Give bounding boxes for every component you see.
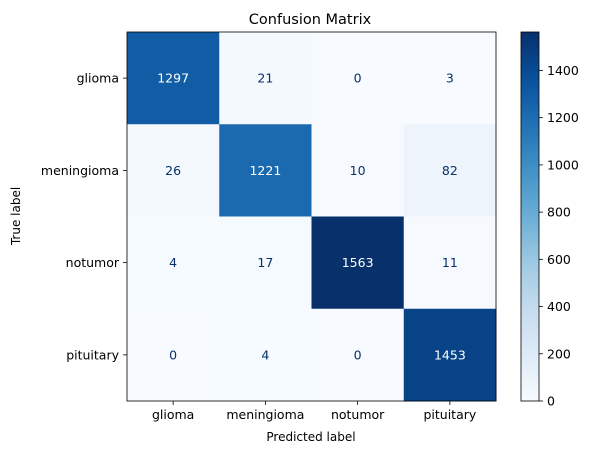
x-axis: glioma meningioma notumor pituitary (152, 401, 477, 422)
heatmap-cell (403, 124, 497, 217)
heatmap-cell (127, 216, 220, 310)
cell-value-label: 1453 (434, 347, 466, 362)
heatmap-cell (219, 308, 312, 402)
heatmap-cell (219, 124, 312, 217)
cell-value-label: 1297 (157, 71, 189, 86)
chart-title: Confusion Matrix (249, 12, 372, 28)
heatmap-cell (219, 216, 312, 310)
cell-value-label: 21 (257, 71, 273, 86)
x-axis-label: Predicted label (266, 430, 355, 444)
colorbar-tick-label: 1000 (547, 157, 579, 172)
x-tick-label: pituitary (423, 407, 476, 422)
heatmap-cell (311, 308, 405, 402)
heatmap-cell (219, 32, 312, 125)
colorbar-tick-label: 200 (547, 346, 571, 361)
cell-value-label: 82 (442, 163, 458, 178)
cell-value-label: 11 (442, 255, 458, 270)
heatmap-cell (127, 308, 220, 402)
heatmap-cell (127, 124, 220, 217)
heatmap-cell (403, 216, 497, 310)
y-tick-label: meningioma (41, 163, 119, 178)
colorbar-tick-label: 600 (547, 252, 571, 267)
cell-value-label: 17 (257, 255, 273, 270)
y-axis: glioma meningioma notumor pituitary (41, 71, 127, 362)
cell-value-label: 4 (169, 255, 177, 270)
cell-value-label: 26 (165, 163, 181, 178)
y-tick-label: pituitary (66, 347, 119, 362)
heatmap-cell (403, 32, 497, 125)
cell-value-label: 0 (354, 71, 362, 86)
y-tick-label: glioma (77, 71, 119, 86)
cell-value-label: 4 (261, 347, 269, 362)
colorbar: 0 200 400 600 800 1000 1200 1400 (520, 31, 579, 409)
heatmap-cell (403, 308, 497, 402)
y-tick-label: notumor (66, 255, 120, 270)
x-tick-label: meningioma (226, 407, 304, 422)
x-tick-label: notumor (331, 407, 385, 422)
cell-value-label: 0 (354, 347, 362, 362)
cell-value-label: 1563 (342, 255, 374, 270)
colorbar-tick-label: 1400 (547, 63, 579, 78)
heatmap-cell (311, 32, 405, 125)
cell-value-label: 3 (446, 71, 454, 86)
heatmap-cell (127, 32, 220, 125)
colorbar-tick-label: 800 (547, 205, 571, 220)
y-axis-label: True label (9, 187, 23, 246)
colorbar-tick-label: 1200 (547, 110, 579, 125)
colorbar-tick-label: 0 (547, 394, 555, 409)
cell-value-label: 10 (350, 163, 366, 178)
x-tick-label: glioma (152, 407, 194, 422)
heatmap-cell (311, 216, 405, 310)
heatmap-cell (311, 124, 405, 217)
cell-value-label: 1221 (249, 163, 281, 178)
cell-value-label: 0 (169, 347, 177, 362)
heatmap-cells: 1297 21 0 3 26 1221 10 82 4 17 1563 11 0 4 0 1453 (127, 32, 497, 402)
plot-frame (126, 31, 497, 402)
colorbar-gradient (520, 31, 540, 402)
colorbar-tick-label: 400 (547, 299, 571, 314)
